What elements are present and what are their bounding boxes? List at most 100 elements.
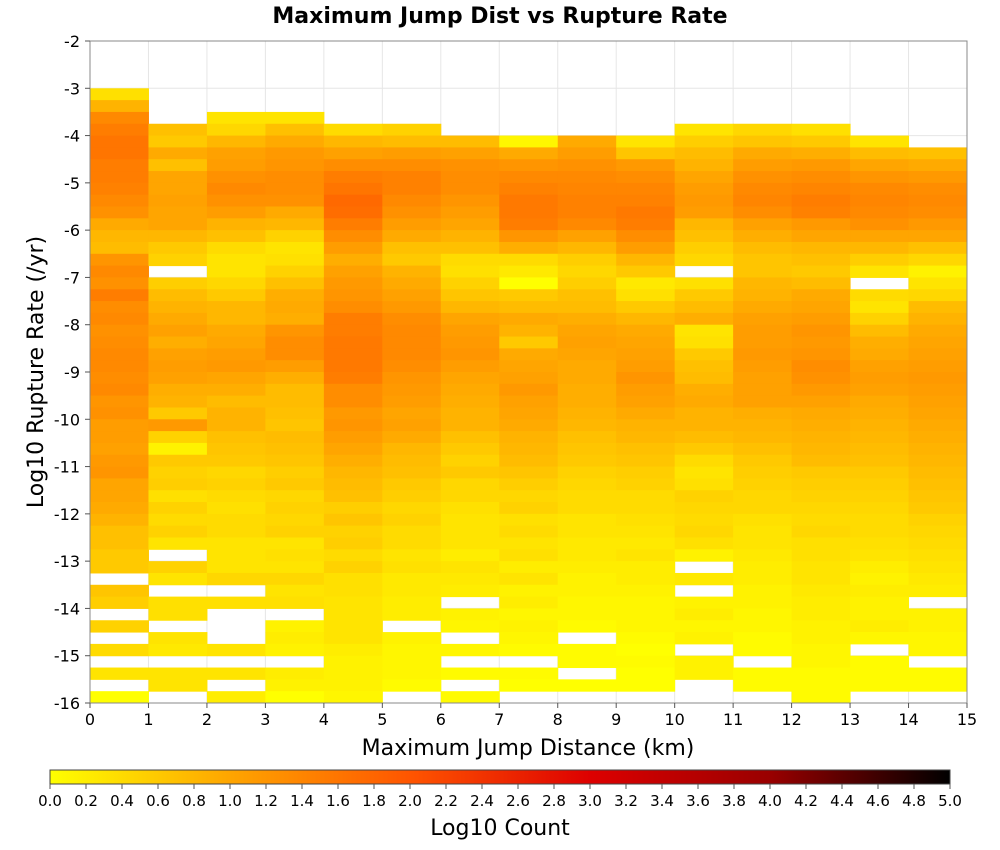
heatmap-cell (265, 218, 325, 231)
heatmap-cell (850, 620, 910, 633)
heatmap-cell (382, 147, 442, 160)
heatmap-cell (148, 253, 208, 267)
heatmap-cell (265, 478, 325, 491)
heatmap-cell (323, 454, 383, 468)
heatmap-cell (382, 123, 442, 137)
heatmap-cell (148, 537, 208, 550)
heatmap-cell (674, 454, 734, 468)
heatmap-cell (382, 478, 442, 491)
heatmap-cell (440, 230, 500, 243)
heatmap-cell (323, 324, 383, 338)
heatmap-cell (499, 301, 559, 314)
heatmap-cell (499, 230, 559, 243)
heatmap-cell (440, 525, 500, 538)
heatmap-cell (908, 159, 968, 172)
heatmap-cell (908, 372, 968, 385)
heatmap-cell (616, 336, 676, 349)
heatmap-cell (850, 241, 910, 255)
heatmap-cell (90, 88, 149, 101)
heatmap-cell (265, 537, 325, 550)
heatmap-cell (440, 620, 500, 633)
heatmap-cell (382, 490, 442, 503)
heatmap-cell (323, 277, 383, 290)
heatmap-cell (850, 667, 910, 680)
colorbar-tick-label: 2.8 (542, 792, 566, 810)
heatmap-cell (557, 395, 617, 408)
heatmap-cell (674, 171, 734, 184)
heatmap-cell (148, 667, 208, 680)
heatmap-cell (148, 312, 208, 326)
x-tick-label: 9 (611, 710, 621, 729)
heatmap-cell (382, 679, 442, 692)
heatmap-cell (791, 490, 851, 503)
heatmap-cell (674, 525, 734, 538)
heatmap-cell (850, 407, 910, 420)
heatmap-cell (908, 608, 968, 621)
heatmap-cell (733, 419, 793, 432)
heatmap-cell (440, 171, 500, 184)
heatmap-cell (791, 277, 851, 290)
heatmap-cell (908, 584, 968, 598)
heatmap-cell (616, 549, 676, 562)
heatmap-cell (382, 454, 442, 468)
heatmap-cell (148, 478, 208, 491)
colorbar (49, 769, 951, 785)
heatmap-cell (206, 147, 266, 160)
heatmap-cell (674, 490, 734, 503)
colorbar-tick-label: 0.0 (38, 792, 62, 810)
heatmap-cell (440, 608, 500, 621)
heatmap-cell (382, 513, 442, 527)
heatmap-cell (791, 513, 851, 527)
heatmap-cell (850, 454, 910, 468)
heatmap-cell (206, 135, 266, 148)
heatmap-cell (557, 655, 617, 669)
heatmap-cell (206, 230, 266, 243)
heatmap-cell (148, 454, 208, 468)
heatmap-cell (674, 655, 734, 669)
heatmap-cell (733, 466, 793, 479)
heatmap-cell (850, 289, 910, 302)
heatmap-cell (616, 407, 676, 420)
heatmap-cell (206, 513, 266, 527)
heatmap-cell (499, 147, 559, 160)
colorbar-tick-label: 1.0 (218, 792, 242, 810)
heatmap-cell (557, 679, 617, 692)
heatmap-cell (850, 135, 910, 148)
heatmap-cell (616, 513, 676, 527)
heatmap-cell (499, 584, 559, 598)
heatmap-cell (499, 206, 559, 219)
heatmap-cell (265, 549, 325, 562)
heatmap-cell (616, 572, 676, 586)
heatmap-cell (440, 147, 500, 160)
heatmap-cell (265, 372, 325, 385)
heatmap-cell (674, 289, 734, 302)
heatmap-cell (499, 608, 559, 621)
heatmap-cell (557, 230, 617, 243)
heatmap-cell (323, 360, 383, 373)
heatmap-cell (382, 407, 442, 420)
heatmap-cell (90, 502, 149, 515)
heatmap-cell (499, 572, 559, 586)
heatmap-cell (148, 572, 208, 586)
heatmap-cell (791, 253, 851, 267)
heatmap-cell (908, 419, 968, 432)
heatmap-cell (616, 561, 676, 574)
heatmap-cell (791, 265, 851, 278)
heatmap-cell (616, 395, 676, 408)
heatmap-cell (499, 218, 559, 231)
x-tick-label: 4 (319, 710, 329, 729)
heatmap-cell (791, 454, 851, 468)
heatmap-cell (265, 442, 325, 456)
heatmap-cell (90, 466, 149, 479)
heatmap-cell (90, 643, 149, 657)
heatmap-cell (733, 194, 793, 207)
heatmap-cell (323, 159, 383, 172)
heatmap-cell (850, 147, 910, 160)
heatmap-cell (733, 549, 793, 562)
heatmap-cell (850, 490, 910, 503)
heatmap-cell (908, 549, 968, 562)
heatmap-cell (265, 632, 325, 645)
heatmap-cell (382, 431, 442, 444)
colorbar-tick-label: 4.8 (902, 792, 926, 810)
heatmap-cell (733, 667, 793, 680)
